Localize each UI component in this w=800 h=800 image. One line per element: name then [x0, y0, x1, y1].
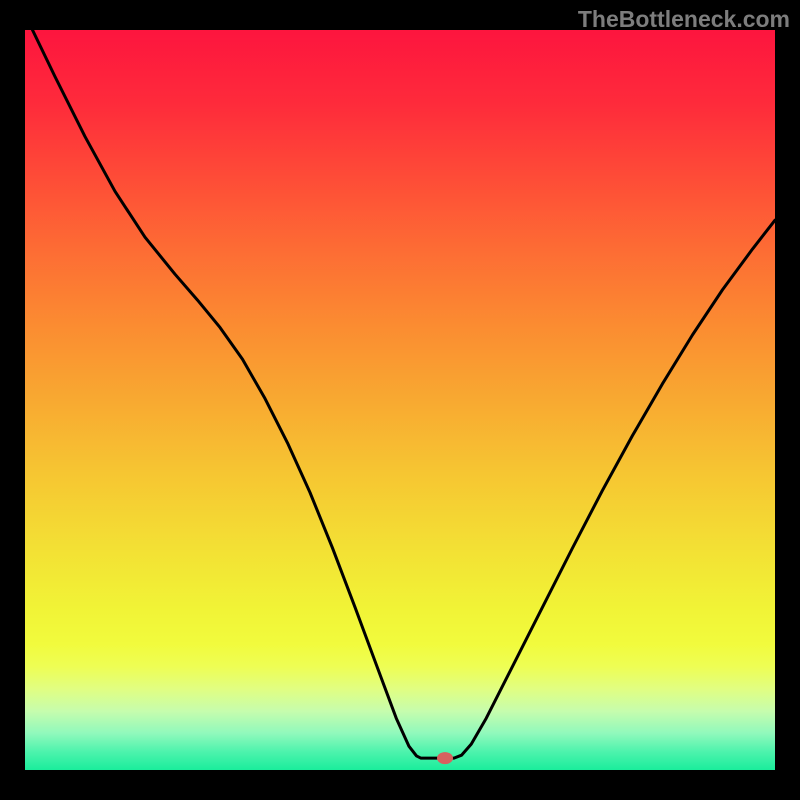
- optimum-marker: [437, 752, 453, 764]
- watermark-text: TheBottleneck.com: [578, 6, 790, 33]
- bottleneck-chart: [25, 30, 775, 770]
- chart-background-gradient: [25, 30, 775, 770]
